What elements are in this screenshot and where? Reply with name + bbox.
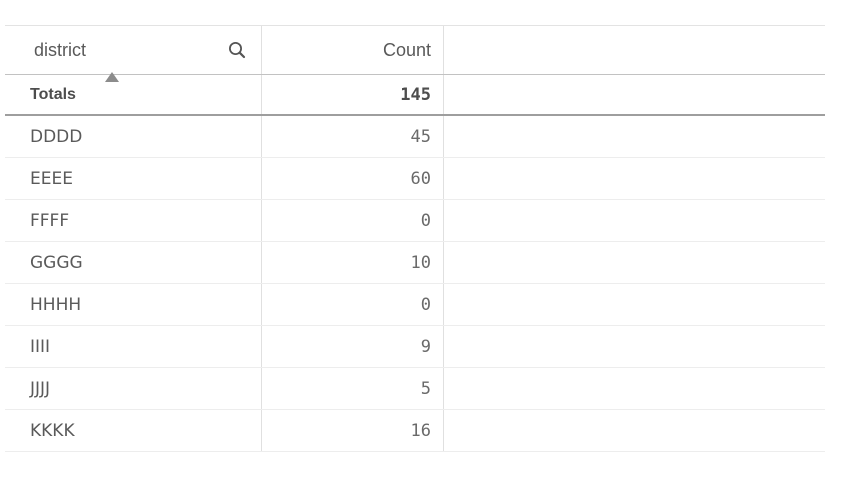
straight-table: district Count Totals 145: [5, 25, 825, 452]
table-row[interactable]: DDDD 45: [5, 116, 825, 158]
sort-ascending-icon: [105, 72, 119, 82]
count-cell: 0: [262, 200, 444, 241]
district-cell[interactable]: HHHH: [5, 284, 262, 325]
totals-value: 145: [400, 84, 431, 105]
column-header-district[interactable]: district: [5, 26, 262, 74]
count-cell: 16: [262, 410, 444, 451]
table-row[interactable]: GGGG 10: [5, 242, 825, 284]
count-cell: 10: [262, 242, 444, 283]
table-row[interactable]: EEEE 60: [5, 158, 825, 200]
table-row[interactable]: KKKK 16: [5, 410, 825, 452]
column-header-district-label: district: [34, 39, 87, 60]
empty-cell: [444, 158, 825, 199]
district-cell[interactable]: JJJJ: [5, 368, 262, 409]
empty-cell: [444, 116, 825, 157]
district-cell[interactable]: IIII: [5, 326, 262, 367]
empty-cell: [444, 368, 825, 409]
table-row[interactable]: JJJJ 5: [5, 368, 825, 410]
table-row[interactable]: IIII 9: [5, 326, 825, 368]
totals-row: Totals 145: [5, 75, 825, 116]
column-header-empty: [444, 26, 825, 74]
table-body: DDDD 45 EEEE 60 FFFF 0 GGGG 10 HHHH 0 II…: [5, 116, 825, 452]
district-cell[interactable]: DDDD: [5, 116, 262, 157]
count-cell: 9: [262, 326, 444, 367]
count-cell: 5: [262, 368, 444, 409]
table-row[interactable]: FFFF 0: [5, 200, 825, 242]
search-icon[interactable]: [226, 39, 248, 61]
empty-cell: [444, 242, 825, 283]
empty-cell: [444, 284, 825, 325]
empty-cell: [444, 200, 825, 241]
column-header-count[interactable]: Count: [262, 26, 444, 74]
district-cell[interactable]: KKKK: [5, 410, 262, 451]
count-cell: 0: [262, 284, 444, 325]
empty-cell: [444, 326, 825, 367]
table-header-row: district Count: [5, 26, 825, 75]
table-row[interactable]: HHHH 0: [5, 284, 825, 326]
district-cell[interactable]: FFFF: [5, 200, 262, 241]
column-header-count-label: Count: [382, 39, 431, 60]
empty-cell: [444, 410, 825, 451]
count-cell: 60: [262, 158, 444, 199]
district-cell[interactable]: GGGG: [5, 242, 262, 283]
totals-empty-cell: [444, 75, 825, 114]
totals-value-cell: 145: [262, 75, 444, 114]
count-cell: 45: [262, 116, 444, 157]
search-icon-glyph: [229, 42, 246, 59]
district-cell[interactable]: EEEE: [5, 158, 262, 199]
totals-label-cell: Totals: [5, 75, 262, 114]
totals-label: Totals: [30, 85, 76, 103]
